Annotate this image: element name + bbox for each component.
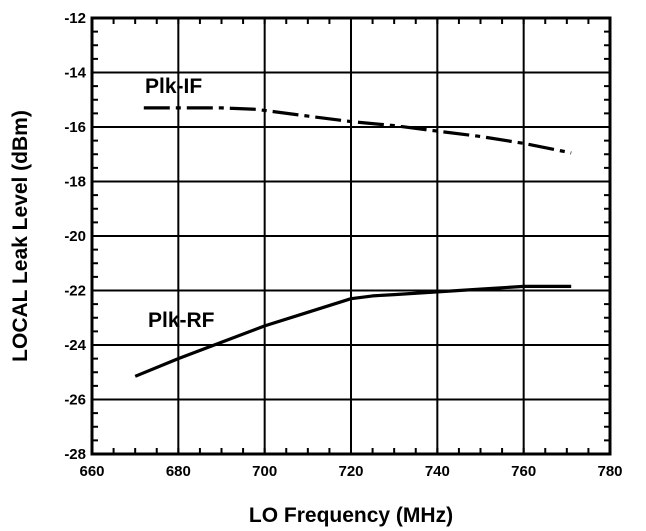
y-axis-title: LOCAL Leak Level (dBm) [9,110,32,362]
x-tick-label-660: 660 [79,463,104,480]
series-lines [134,106,572,378]
x-tick-label-700: 700 [252,463,277,480]
y-tick-label--20: -20 [64,228,86,245]
x-tick-label-780: 780 [597,463,622,480]
x-axis-title: LO Frequency (MHz) [249,504,453,527]
series-labels: Plk-IF Plk-RF [145,75,215,332]
y-tick-label--22: -22 [64,283,86,300]
x-tick-label-680: 680 [166,463,191,480]
y-tick-label--24: -24 [64,337,86,354]
grid-lines [91,17,611,455]
x-tick-label-720: 720 [338,463,363,480]
series-line-plk-rf [134,284,572,378]
y-tick-label--16: -16 [64,119,86,136]
series-label-plk-if: Plk-IF [145,75,202,98]
y-tick-label--12: -12 [64,10,86,27]
y-tick-label--14: -14 [64,65,86,82]
x-tick-labels: 660 680 700 720 740 760 780 [79,463,622,480]
y-tick-label--18: -18 [64,174,86,191]
y-tick-label--28: -28 [64,446,86,463]
x-tick-label-760: 760 [511,463,536,480]
series-label-plk-rf: Plk-RF [148,309,215,332]
x-tick-label-740: 740 [425,463,450,480]
y-tick-labels: -28 -26 -24 -22 -20 -18 -16 -14 -12 [64,10,86,463]
y-tick-label--26: -26 [64,392,86,409]
series-line-plk-if [143,106,572,155]
plot-frame [90,16,612,456]
